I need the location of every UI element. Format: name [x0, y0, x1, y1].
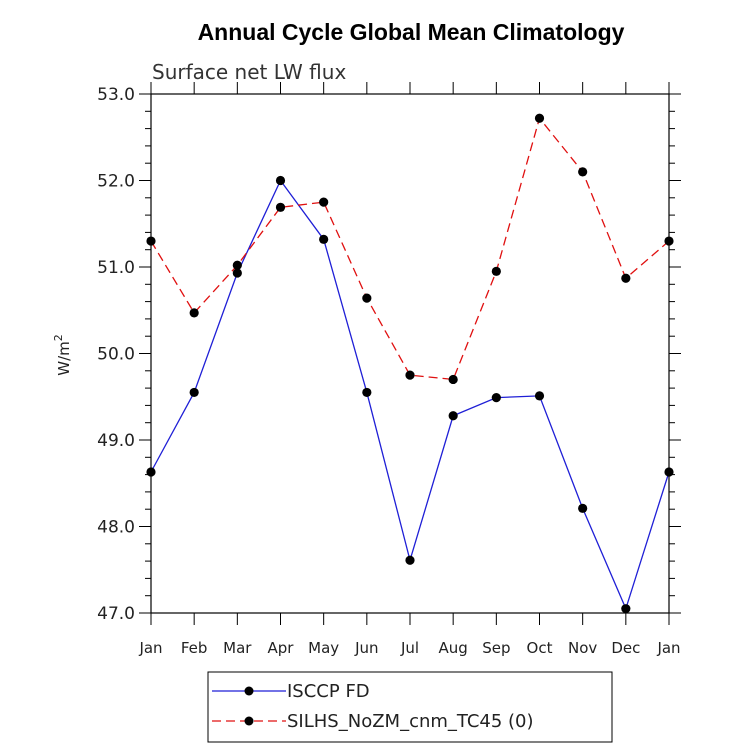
- data-point-series-0: [491, 393, 501, 403]
- data-point-series-0: [578, 503, 588, 513]
- data-point-series-1: [491, 266, 501, 276]
- data-point-series-0: [232, 268, 242, 278]
- x-tick-label: Sep: [482, 639, 510, 657]
- x-tick-label: Jul: [400, 639, 419, 657]
- data-point-series-1: [664, 236, 674, 246]
- x-tick-label: Jun: [354, 639, 378, 657]
- y-tick-label: 50.0: [97, 345, 135, 365]
- data-point-series-1: [319, 197, 329, 207]
- legend-label-isccp: ISCCP FD: [287, 681, 370, 702]
- x-tick-label: Aug: [439, 639, 468, 657]
- legend-marker-silhs: [244, 716, 254, 726]
- data-point-series-0: [319, 234, 329, 244]
- y-tick-label: 51.0: [97, 258, 135, 278]
- data-point-series-1: [621, 273, 631, 283]
- data-point-series-0: [534, 391, 545, 401]
- y-axis-label-superscript: 2: [52, 334, 65, 341]
- series-layer: [146, 113, 674, 614]
- y-tick-labels: 47.0 48.0 49.0 50.0 51.0 52.0 53.0: [97, 85, 135, 624]
- x-tick-label: Feb: [181, 639, 208, 657]
- y-axis-label: W/m2: [52, 334, 73, 376]
- data-point-series-0: [664, 467, 674, 477]
- legend: ISCCP FD SILHS_NoZM_cnm_TC45 (0): [207, 671, 613, 743]
- data-point-series-0: [275, 175, 286, 186]
- y-tick-label: 53.0: [97, 85, 135, 105]
- x-tick-label: May: [308, 639, 339, 657]
- data-point-series-0: [621, 604, 631, 614]
- x-tick-labels: Jan Feb Mar Apr May Jun Jul Aug Sep Oct Nov Dec Jan: [138, 639, 680, 657]
- series-line-1: [150, 116, 670, 381]
- y-tick-label: 49.0: [97, 431, 135, 451]
- data-point-series-0: [189, 387, 199, 398]
- data-point-series-1: [578, 167, 588, 177]
- chart-title: Annual Cycle Global Mean Climatology: [198, 19, 625, 45]
- data-point-series-0: [362, 387, 372, 398]
- data-point-series-0: [405, 555, 415, 565]
- x-tick-label: Jan: [656, 639, 680, 657]
- x-tick-label: Jan: [138, 639, 162, 657]
- y-tick-label: 48.0: [97, 518, 135, 538]
- data-point-series-1: [275, 202, 286, 212]
- data-point-series-0: [146, 467, 156, 477]
- data-point-series-1: [534, 113, 545, 123]
- x-tick-label: Oct: [527, 639, 553, 657]
- data-point-series-0: [448, 411, 458, 421]
- data-point-series-1: [232, 260, 242, 270]
- chart-subtitle: Surface net LW flux: [152, 60, 346, 84]
- series-line-0: [150, 179, 670, 611]
- x-tick-label: Mar: [223, 639, 252, 657]
- plot-frame: [150, 93, 670, 614]
- data-point-series-1: [405, 370, 415, 380]
- y-tick-label: 52.0: [97, 172, 135, 192]
- legend-label-silhs: SILHS_NoZM_cnm_TC45 (0): [287, 711, 534, 732]
- data-point-series-1: [448, 374, 458, 385]
- data-point-series-1: [146, 236, 156, 246]
- y-axis-label-unit: W/m: [55, 341, 73, 376]
- tick-marks: [139, 82, 681, 625]
- x-tick-label: Nov: [568, 639, 597, 657]
- x-tick-label: Apr: [268, 639, 295, 657]
- y-tick-label: 47.0: [97, 604, 135, 624]
- data-point-series-1: [362, 293, 372, 303]
- legend-box: [207, 671, 613, 743]
- x-tick-label: Dec: [611, 639, 640, 657]
- data-point-series-1: [189, 308, 199, 318]
- legend-marker-isccp: [244, 686, 254, 696]
